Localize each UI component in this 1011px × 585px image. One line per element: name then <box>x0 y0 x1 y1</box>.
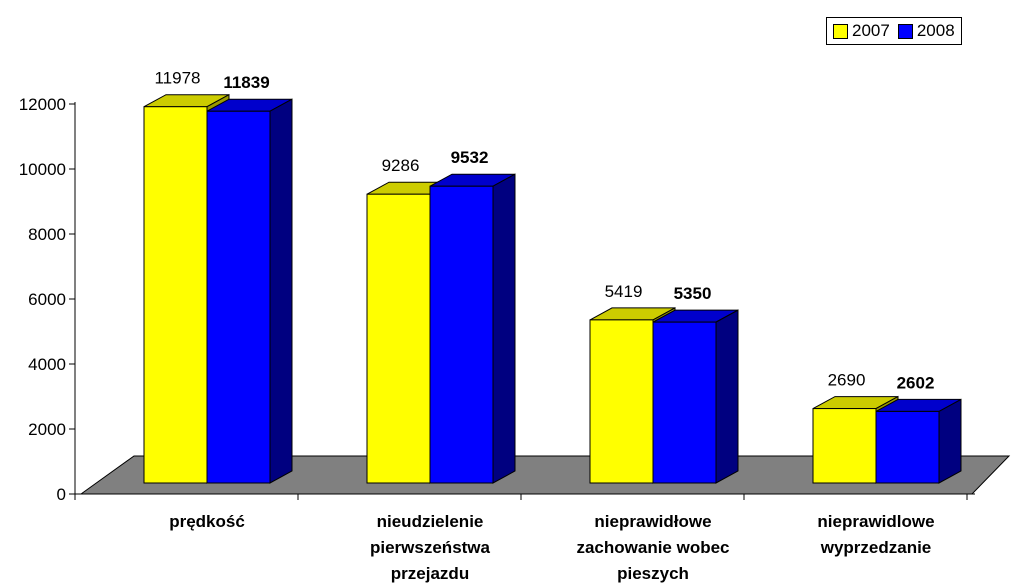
category-label: nieudzielenie <box>377 512 484 531</box>
legend-swatch-2008 <box>897 23 913 39</box>
bar <box>652 321 717 484</box>
y-tick-label: 4000 <box>28 355 66 374</box>
bar-side <box>269 98 293 484</box>
data-label: 11978 <box>154 69 200 88</box>
y-tick-label: 6000 <box>28 290 66 309</box>
data-label: 9532 <box>451 148 489 167</box>
y-tick-label: 8000 <box>28 225 66 244</box>
data-label: 2690 <box>828 371 866 390</box>
data-label: 5350 <box>674 284 712 303</box>
legend-swatch-2007 <box>833 23 848 39</box>
bar <box>812 408 877 484</box>
bar <box>366 193 431 484</box>
data-label: 9286 <box>382 156 420 175</box>
legend-item-2007: 2007 <box>833 21 890 41</box>
bar <box>875 410 940 484</box>
legend: 2007 2008 <box>826 17 962 45</box>
y-tick-label: 10000 <box>19 160 66 179</box>
category-label: nieprawidlowe <box>817 512 934 531</box>
y-tick-label: 0 <box>57 485 66 504</box>
bar-side <box>715 309 739 484</box>
bar-side <box>938 398 962 484</box>
category-label: nieprawidłowe <box>594 512 711 531</box>
category-label: pierwszeństwa <box>370 538 491 557</box>
y-tick-label: 2000 <box>28 420 66 439</box>
bar-side <box>492 173 516 484</box>
category-label: prędkość <box>169 512 245 531</box>
category-label: zachowanie wobec <box>576 538 729 557</box>
bar <box>143 106 208 484</box>
legend-label-2008: 2008 <box>916 21 955 40</box>
data-label: 2602 <box>897 373 935 392</box>
bar <box>206 110 271 484</box>
category-label: przejazdu <box>391 564 469 583</box>
data-label: 11839 <box>223 73 269 92</box>
y-tick-label: 12000 <box>19 95 66 114</box>
legend-item-2008: 2008 <box>897 21 955 41</box>
legend-label-2007: 2007 <box>852 21 890 40</box>
category-label: wyprzedzanie <box>820 538 932 557</box>
data-label: 5419 <box>605 282 643 301</box>
bar <box>429 185 494 484</box>
category-label: pieszych <box>617 564 689 583</box>
bar <box>589 319 654 484</box>
